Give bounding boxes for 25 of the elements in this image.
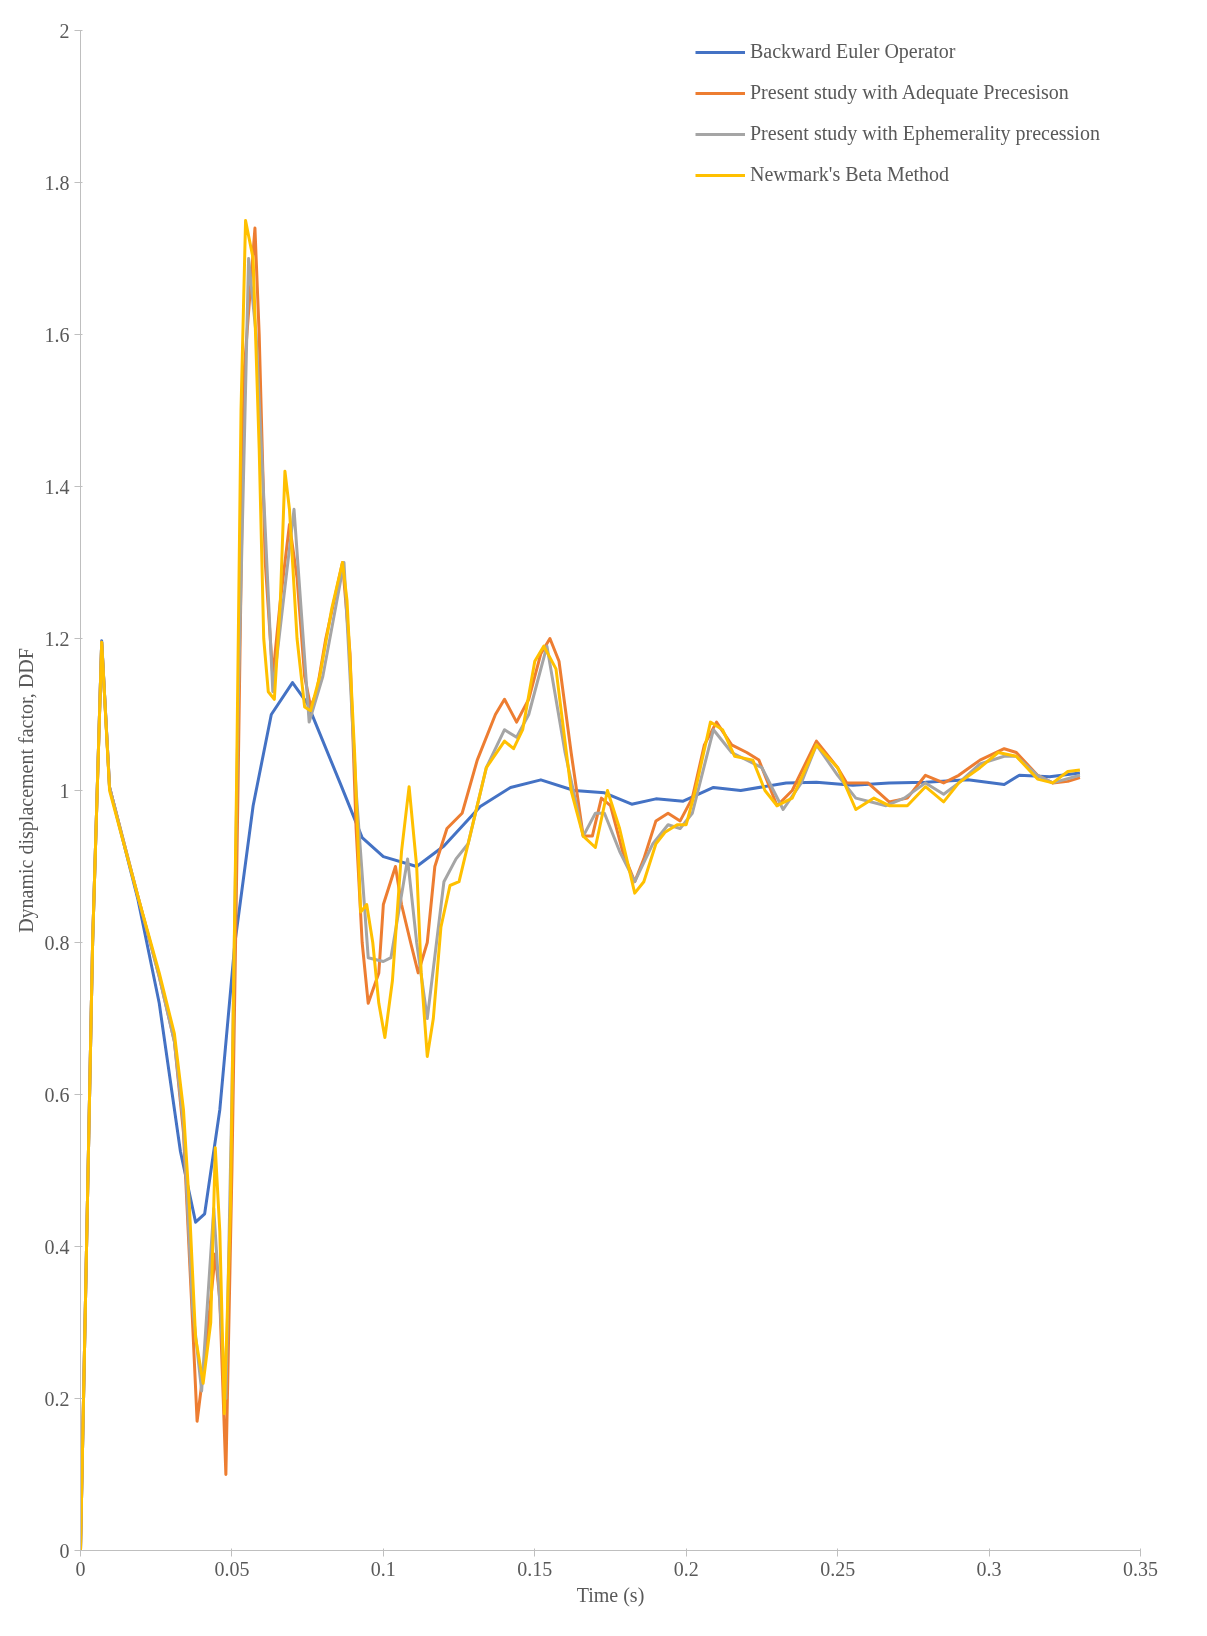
y-tick-label: 1.8 xyxy=(44,171,70,194)
x-tick-label: 0.2 xyxy=(673,1557,699,1580)
legend-label: Present study with Adequate Precesison xyxy=(750,81,1070,104)
y-tick-label: 1.2 xyxy=(44,627,70,650)
x-axis-title: Time (s) xyxy=(576,1583,645,1607)
y-axis-title: Dynamic displacement factor, DDF xyxy=(14,648,38,933)
y-tick-label: 0.2 xyxy=(44,1387,70,1410)
x-tick-label: 0 xyxy=(75,1557,86,1580)
legend-label: Newmark's Beta Method xyxy=(750,163,951,186)
y-tick-label: 2 xyxy=(59,19,70,42)
y-tick-label: 0 xyxy=(59,1539,70,1562)
y-tick-label: 1.6 xyxy=(44,323,70,346)
y-tick-label: 0.6 xyxy=(44,1083,70,1106)
y-tick-label: 0.4 xyxy=(44,1235,70,1258)
x-tick-label: 0.05 xyxy=(214,1557,250,1580)
x-tick-label: 0.1 xyxy=(370,1557,396,1580)
x-tick-label: 0.15 xyxy=(517,1557,553,1580)
legend-label: Backward Euler Operator xyxy=(750,40,957,63)
legend-label: Present study with Ephemerality precession xyxy=(750,122,1101,145)
y-tick-label: 0.8 xyxy=(44,931,70,954)
x-tick-label: 0.35 xyxy=(1123,1557,1158,1580)
y-tick-label: 1 xyxy=(59,779,70,802)
x-tick-label: 0.25 xyxy=(820,1557,856,1580)
y-tick-label: 1.4 xyxy=(44,475,70,498)
x-tick-label: 0.3 xyxy=(976,1557,1002,1580)
